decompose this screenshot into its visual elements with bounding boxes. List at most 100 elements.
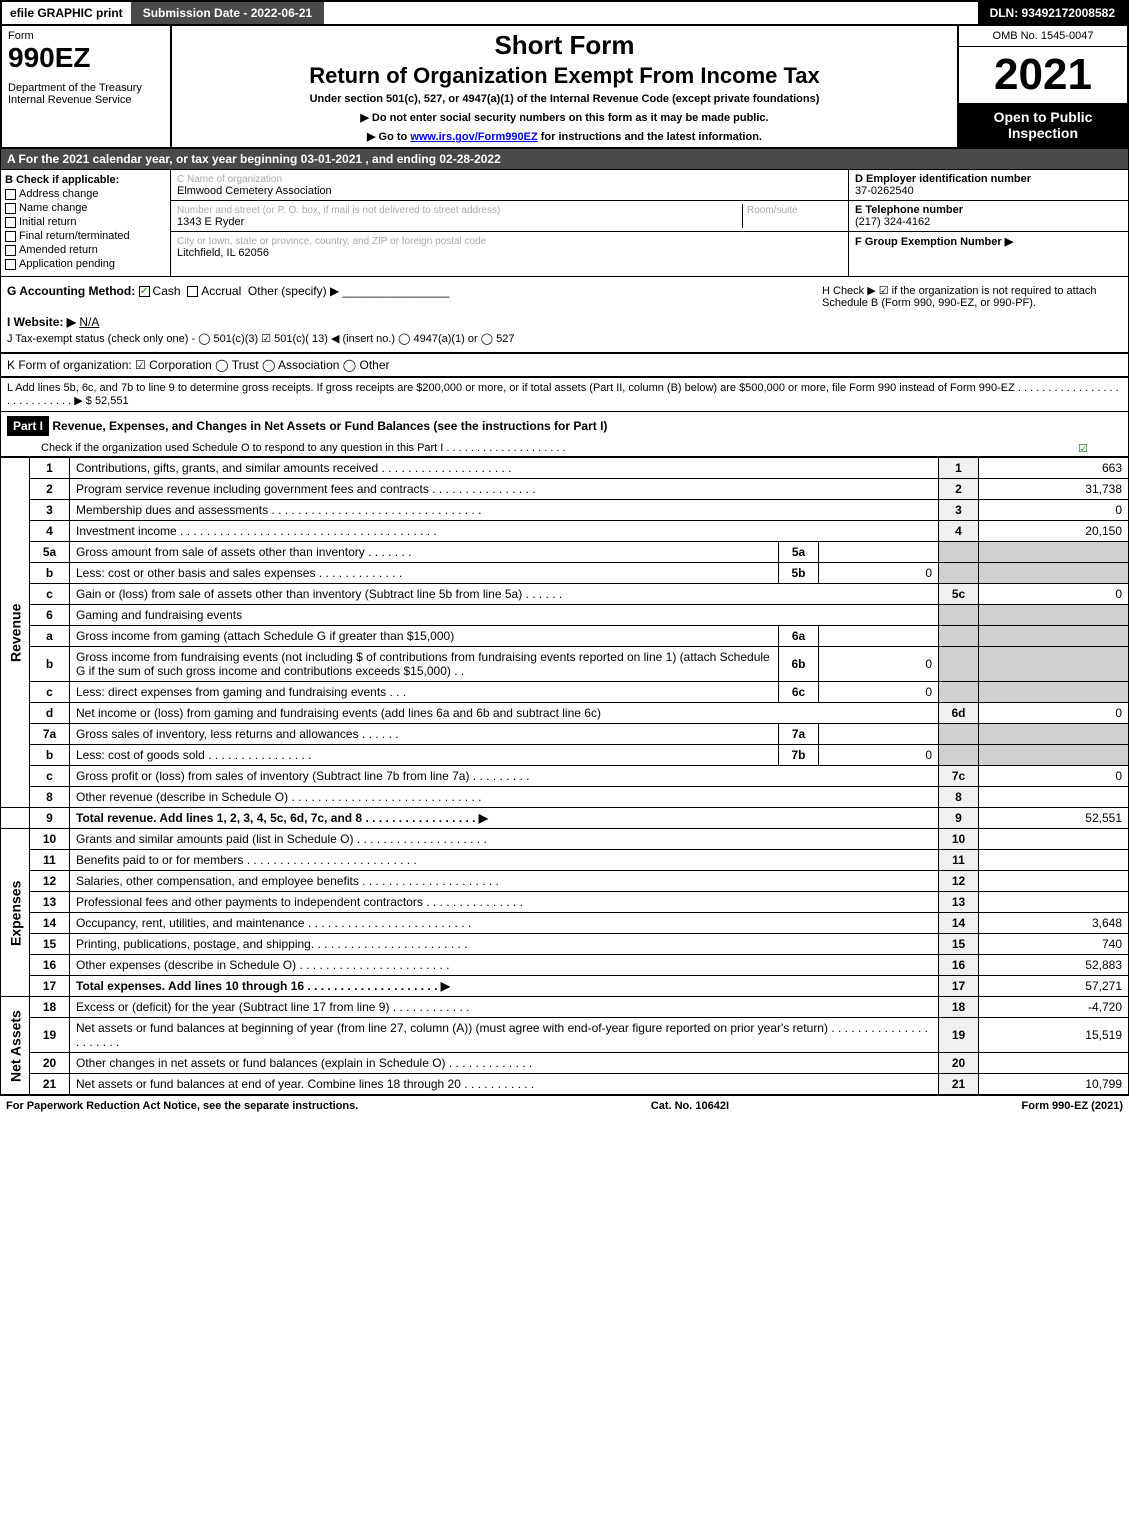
- l12-num: 12: [30, 871, 70, 892]
- l6b-subval: 0: [819, 647, 939, 682]
- form-word: Form: [8, 30, 164, 42]
- instr-pre: ▶ Go to: [367, 131, 410, 143]
- chk-address-change[interactable]: Address change: [5, 188, 166, 200]
- chk-accrual[interactable]: [187, 286, 198, 297]
- side-expenses: Expenses: [1, 829, 30, 997]
- l9-num: 9: [30, 808, 70, 829]
- part1-check-text: Check if the organization used Schedule …: [41, 442, 566, 454]
- l5b-valshade: [979, 563, 1129, 584]
- col-d: D Employer identification number 37-0262…: [848, 170, 1128, 276]
- header-left: Form 990EZ Department of the Treasury In…: [2, 26, 172, 147]
- l20-ln: 20: [939, 1053, 979, 1074]
- row-l-amount: 52,551: [95, 395, 129, 407]
- l7a-num: 7a: [30, 724, 70, 745]
- chk-amended-return[interactable]: Amended return: [5, 244, 166, 256]
- part1-title: Revenue, Expenses, and Changes in Net As…: [52, 419, 607, 433]
- efile-print[interactable]: efile GRAPHIC print: [2, 2, 131, 24]
- row-g: G Accounting Method: Cash Accrual Other …: [7, 284, 822, 309]
- l15-ln: 15: [939, 934, 979, 955]
- l6d-num: d: [30, 703, 70, 724]
- l6c-num: c: [30, 682, 70, 703]
- row-l: L Add lines 5b, 6c, and 7b to line 9 to …: [0, 377, 1129, 412]
- irs-label: Internal Revenue Service: [8, 94, 164, 106]
- l18-num: 18: [30, 997, 70, 1018]
- l1-num: 1: [30, 458, 70, 479]
- l8-val: [979, 787, 1129, 808]
- chk-application-pending[interactable]: Application pending: [5, 258, 166, 270]
- l21-ln: 21: [939, 1074, 979, 1095]
- dept-treasury: Department of the Treasury: [8, 82, 164, 94]
- l6b-text: Gross income from fundraising events (no…: [70, 647, 779, 682]
- l17-ln: 17: [939, 976, 979, 997]
- l16-num: 16: [30, 955, 70, 976]
- l7b-subval: 0: [819, 745, 939, 766]
- l5b-shade: [939, 563, 979, 584]
- street-label: Number and street (or P. O. box, if mail…: [177, 205, 500, 216]
- org-name-label: C Name of organization: [177, 174, 282, 185]
- l1-text: Contributions, gifts, grants, and simila…: [70, 458, 939, 479]
- l7a-sub: 7a: [779, 724, 819, 745]
- part1-table: Revenue 1 Contributions, gifts, grants, …: [0, 457, 1129, 1095]
- l5c-val: 0: [979, 584, 1129, 605]
- l12-text: Salaries, other compensation, and employ…: [70, 871, 939, 892]
- tel-label: E Telephone number: [855, 204, 963, 216]
- l10-val: [979, 829, 1129, 850]
- l5a-subval: [819, 542, 939, 563]
- l5a-sub: 5a: [779, 542, 819, 563]
- part1-checkbox[interactable]: ☑: [1078, 442, 1088, 455]
- col-c: C Name of organization Elmwood Cemetery …: [171, 170, 848, 276]
- l7b-num: b: [30, 745, 70, 766]
- l12-ln: 12: [939, 871, 979, 892]
- header-center: Short Form Return of Organization Exempt…: [172, 26, 957, 147]
- l7b-text: Less: cost of goods sold . . . . . . . .…: [70, 745, 779, 766]
- l5b-subval: 0: [819, 563, 939, 584]
- l10-ln: 10: [939, 829, 979, 850]
- l3-num: 3: [30, 500, 70, 521]
- l6a-valshade: [979, 626, 1129, 647]
- l19-text: Net assets or fund balances at beginning…: [70, 1018, 939, 1053]
- chk-name-change[interactable]: Name change: [5, 202, 166, 214]
- l11-val: [979, 850, 1129, 871]
- l6d-ln: 6d: [939, 703, 979, 724]
- chk-cash[interactable]: [139, 286, 150, 297]
- irs-link[interactable]: www.irs.gov/Form990EZ: [410, 131, 537, 143]
- l15-num: 15: [30, 934, 70, 955]
- l4-text: Investment income . . . . . . . . . . . …: [70, 521, 939, 542]
- page-footer: For Paperwork Reduction Act Notice, see …: [0, 1095, 1129, 1116]
- l5c-num: c: [30, 584, 70, 605]
- l9-val: 52,551: [979, 808, 1129, 829]
- ein: 37-0262540: [855, 185, 914, 197]
- l5a-shade: [939, 542, 979, 563]
- l7c-val: 0: [979, 766, 1129, 787]
- part1-header: Part I Revenue, Expenses, and Changes in…: [0, 412, 1129, 457]
- l11-text: Benefits paid to or for members . . . . …: [70, 850, 939, 871]
- l6a-sub: 6a: [779, 626, 819, 647]
- footer-form: Form 990-EZ (2021): [1022, 1100, 1123, 1112]
- l9-ln: 9: [939, 808, 979, 829]
- l20-text: Other changes in net assets or fund bala…: [70, 1053, 939, 1074]
- submission-date: Submission Date - 2022-06-21: [131, 2, 324, 24]
- l4-ln: 4: [939, 521, 979, 542]
- chk-initial-return[interactable]: Initial return: [5, 216, 166, 228]
- form-number: 990EZ: [8, 42, 164, 74]
- org-name-cell: C Name of organization Elmwood Cemetery …: [171, 170, 848, 201]
- l2-num: 2: [30, 479, 70, 500]
- website-value: N/A: [79, 315, 99, 329]
- row-h: H Check ▶ ☑ if the organization is not r…: [822, 284, 1122, 309]
- chk-final-return[interactable]: Final return/terminated: [5, 230, 166, 242]
- l5a-num: 5a: [30, 542, 70, 563]
- l16-ln: 16: [939, 955, 979, 976]
- l10-text: Grants and similar amounts paid (list in…: [70, 829, 939, 850]
- l21-num: 21: [30, 1074, 70, 1095]
- side-revenue: Revenue: [1, 458, 30, 808]
- l6a-subval: [819, 626, 939, 647]
- group-cell: F Group Exemption Number ▶: [849, 232, 1128, 251]
- l6b-valshade: [979, 647, 1129, 682]
- accrual-label: Accrual: [201, 284, 241, 298]
- dln: DLN: 93492172008582: [978, 2, 1127, 24]
- l18-ln: 18: [939, 997, 979, 1018]
- tel-cell: E Telephone number (217) 324-4162: [849, 201, 1128, 232]
- instr-post: for instructions and the latest informat…: [538, 131, 762, 143]
- l17-val: 57,271: [979, 976, 1129, 997]
- l2-ln: 2: [939, 479, 979, 500]
